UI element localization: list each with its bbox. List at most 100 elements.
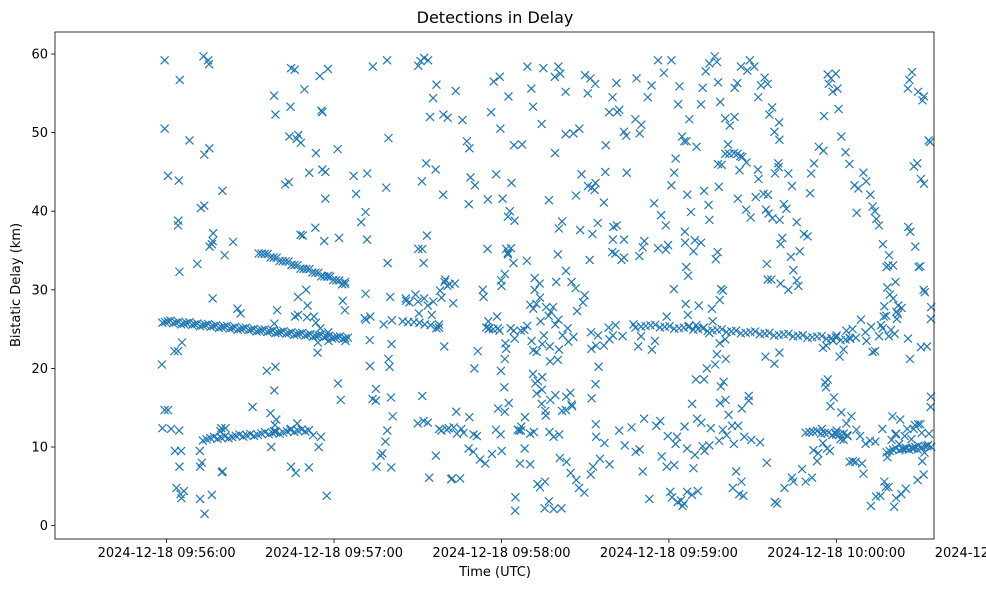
data-point	[470, 180, 480, 190]
data-point	[540, 406, 550, 416]
data-point	[528, 102, 538, 112]
data-point	[319, 236, 329, 246]
data-point	[774, 117, 784, 127]
data-point	[841, 147, 850, 157]
data-point	[464, 143, 474, 153]
data-point	[874, 331, 884, 341]
data-point	[770, 169, 780, 178]
data-point	[383, 258, 393, 268]
data-point	[425, 112, 435, 122]
data-point	[825, 446, 835, 456]
data-point	[545, 341, 555, 351]
data-point	[423, 418, 433, 428]
data-point	[553, 315, 563, 325]
data-point	[424, 473, 434, 483]
data-point	[384, 354, 393, 364]
data-point	[723, 139, 733, 149]
data-point	[732, 78, 742, 88]
data-point	[586, 327, 596, 337]
data-point	[163, 171, 173, 181]
data-point	[870, 206, 880, 216]
data-point	[828, 336, 838, 346]
data-point	[551, 277, 561, 287]
data-point	[356, 217, 366, 227]
data-point	[316, 432, 326, 442]
data-point	[368, 62, 378, 72]
x-tick-label: 2024-12-18 10:01:00	[935, 546, 986, 561]
data-point-track-12km-late	[805, 427, 814, 437]
data-point	[736, 62, 746, 72]
data-point	[298, 231, 308, 241]
data-point	[721, 354, 731, 364]
data-point	[540, 503, 550, 513]
data-point	[879, 312, 889, 321]
data-point	[553, 250, 563, 259]
data-point	[619, 235, 629, 244]
data-point	[699, 186, 709, 196]
data-point	[680, 227, 690, 237]
data-point	[922, 441, 932, 451]
data-point	[532, 347, 542, 357]
data-point	[432, 80, 441, 90]
data-point	[291, 468, 301, 478]
data-point	[901, 484, 911, 494]
data-point	[507, 178, 516, 188]
data-point	[504, 398, 514, 408]
data-point	[413, 419, 423, 428]
data-point	[421, 158, 431, 168]
data-point	[382, 55, 392, 65]
data-point	[600, 438, 609, 448]
data-point	[530, 285, 540, 295]
data-point	[585, 255, 595, 265]
data-point	[516, 326, 526, 336]
data-point	[501, 244, 511, 254]
data-point	[711, 254, 721, 264]
data-point	[160, 405, 170, 415]
data-point	[684, 114, 694, 124]
data-point	[766, 275, 776, 285]
data-point	[174, 426, 184, 435]
data-point	[586, 344, 596, 354]
data-point	[271, 110, 280, 119]
data-point	[868, 202, 878, 211]
data-point	[635, 444, 645, 454]
data-point	[746, 213, 756, 222]
data-point	[422, 231, 432, 241]
data-point	[309, 312, 319, 321]
data-point	[638, 466, 648, 476]
data-point	[158, 423, 167, 433]
data-point	[428, 297, 438, 307]
data-point	[544, 496, 554, 506]
data-point	[567, 277, 576, 287]
data-point-track-26km	[225, 324, 235, 333]
data-point	[851, 333, 861, 343]
data-point	[483, 316, 493, 326]
data-point	[220, 250, 230, 260]
data-point	[795, 246, 805, 256]
y-axis-ticks: 0 10 20 30 40 50 60	[31, 48, 55, 534]
data-point	[644, 494, 654, 504]
y-tick-label: 20	[31, 362, 48, 377]
data-point	[733, 194, 743, 204]
data-point-track-26km	[276, 327, 286, 337]
data-point	[516, 422, 526, 432]
data-point	[493, 404, 503, 413]
data-point	[362, 235, 372, 244]
data-point	[286, 424, 296, 434]
data-point	[629, 319, 638, 329]
data-point-track-26km	[182, 318, 192, 328]
data-point	[173, 220, 183, 230]
data-point	[813, 448, 823, 458]
data-point	[360, 313, 370, 323]
data-point	[485, 323, 494, 333]
data-point	[835, 352, 845, 362]
data-point	[233, 304, 242, 314]
data-point	[799, 229, 809, 239]
data-points	[157, 51, 936, 519]
x-tick-label: 2024-12-18 09:59:00	[600, 546, 738, 561]
data-point	[464, 412, 474, 422]
data-point	[171, 483, 181, 493]
data-point	[907, 67, 917, 77]
data-point	[208, 228, 218, 238]
